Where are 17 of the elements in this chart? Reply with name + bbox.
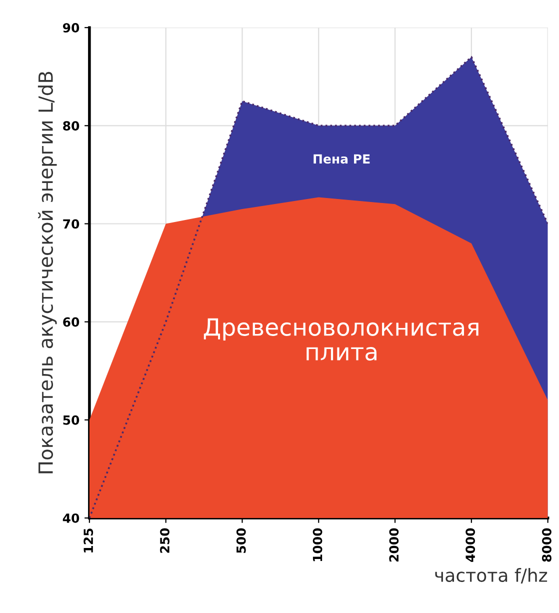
series-label: Древесноволокнистая плита (204, 318, 478, 361)
x-axis-title: частота f/hz (435, 568, 548, 584)
x-tick-label: 8000 (542, 528, 552, 562)
y-tick-label: 70 (63, 219, 80, 229)
y-tick-label: 90 (62, 23, 80, 33)
y-tick-label: 50 (63, 415, 80, 425)
x-tick-label: 125 (84, 528, 94, 552)
y-tick-label: 60 (63, 317, 80, 327)
x-tick-label: 4000 (466, 528, 476, 562)
y-axis-title: Показатель акустической энергии L/dB (38, 72, 57, 474)
y-tick-label: 40 (62, 513, 80, 523)
x-tick-label: 2000 (389, 528, 399, 562)
x-tick-label: 500 (236, 528, 246, 553)
x-tick-label: 250 (160, 528, 170, 553)
y-tick-label: 80 (63, 121, 80, 131)
x-tick-label: 1000 (312, 528, 322, 562)
series-label: Пена PE (314, 154, 370, 164)
